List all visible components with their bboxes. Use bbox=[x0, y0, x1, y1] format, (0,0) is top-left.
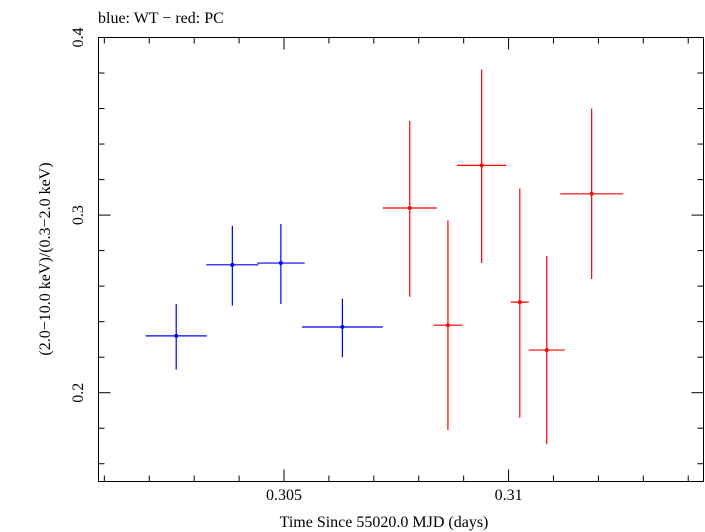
data-point bbox=[278, 261, 283, 266]
data-point bbox=[479, 163, 484, 168]
series-wt bbox=[145, 223, 383, 370]
y-axis-label: (2.0−10.0 keV)/(0.3−2.0 keV) bbox=[37, 162, 54, 355]
data-point bbox=[589, 191, 594, 196]
data-point bbox=[544, 348, 549, 353]
x-tick-label: 0.305 bbox=[266, 487, 302, 504]
data-marks bbox=[145, 69, 624, 445]
plot-frame bbox=[98, 37, 704, 482]
data-point bbox=[230, 262, 235, 267]
y-tick-label: 0.4 bbox=[70, 28, 87, 48]
data-point bbox=[174, 333, 179, 338]
series-pc bbox=[382, 69, 624, 445]
chart-title: blue: WT − red: PC bbox=[98, 10, 224, 27]
y-tick-label: 0.3 bbox=[70, 205, 87, 225]
data-point bbox=[340, 324, 345, 329]
axis-tick-labels: 0.305 0.31 0.2 0.3 0.4 bbox=[70, 28, 523, 505]
y-tick-label: 0.2 bbox=[70, 383, 87, 403]
x-tick-label: 0.31 bbox=[495, 487, 523, 504]
data-point bbox=[407, 205, 412, 210]
axis-ticks bbox=[98, 37, 704, 482]
data-point bbox=[517, 300, 522, 305]
data-point bbox=[445, 323, 450, 328]
x-axis-label: Time Since 55020.0 MJD (days) bbox=[280, 514, 489, 531]
